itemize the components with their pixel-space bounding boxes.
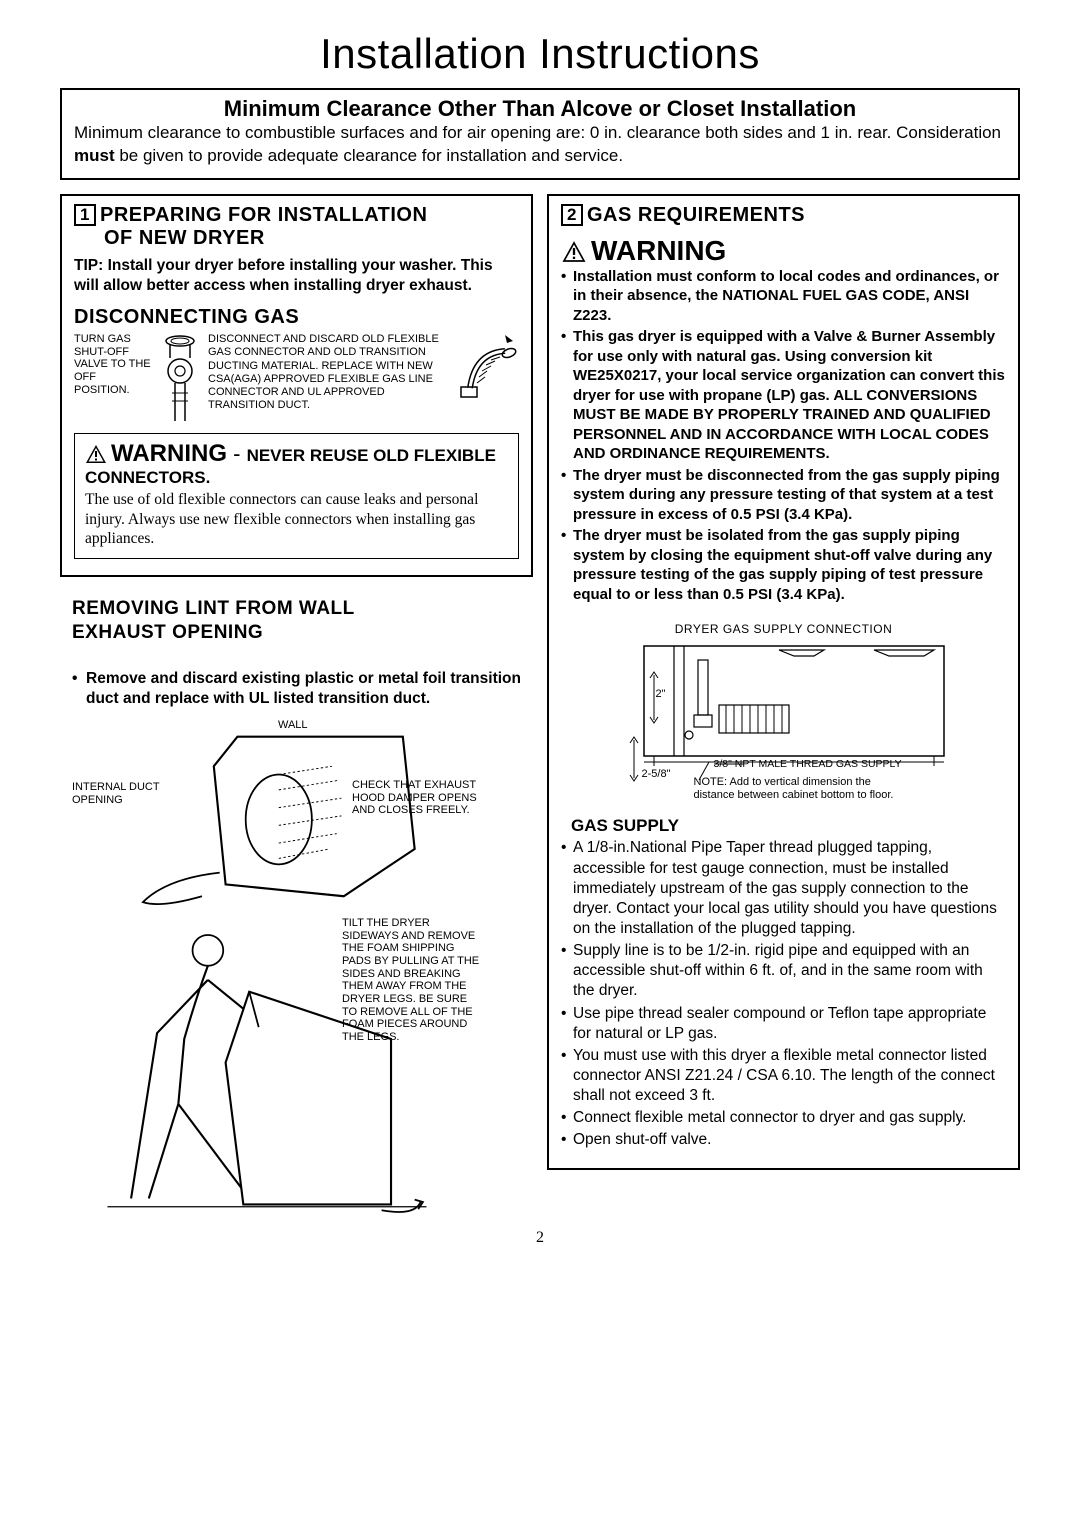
step1-box: 1PREPARING FOR INSTALLATION OF NEW DRYER…	[60, 194, 533, 577]
shutoff-valve-icon	[160, 333, 200, 423]
step1-number: 1	[74, 204, 96, 226]
gas-supply-heading: GAS SUPPLY	[571, 816, 1006, 836]
gas-item: You must use with this dryer a flexible …	[561, 1046, 1006, 1106]
lint-heading: REMOVING LINT FROM WALL EXHAUST OPENING	[72, 597, 533, 645]
clearance-bold: must	[74, 146, 115, 165]
warning-triangle-icon	[561, 240, 587, 263]
gsc-thread-label: 3/8" NPT MALE THREAD GAS SUPPLY	[714, 758, 902, 770]
warn-item: This gas dryer is equipped with a Valve …	[561, 327, 1006, 464]
gsc-diagram: 2" 2-5/8" 3/8" NPT MALE THREAD GAS SUPPL…	[614, 640, 954, 810]
warn-item: The dryer must be disconnected from the …	[561, 466, 1006, 525]
flex-connector-icon	[455, 333, 519, 403]
warning-triangle-icon	[85, 444, 107, 464]
step1-warn-word: WARNING	[111, 440, 227, 467]
step1-heading: 1PREPARING FOR INSTALLATION OF NEW DRYER	[74, 204, 519, 250]
step1-head-l1: PREPARING FOR INSTALLATION	[100, 204, 427, 226]
step1-warning-box: WARNING - NEVER REUSE OLD FLEXIBLE CONNE…	[74, 433, 519, 559]
right-column: 2GAS REQUIREMENTS WARNING Installation m…	[547, 194, 1020, 1189]
clearance-body: Minimum clearance to combustible surface…	[74, 122, 1006, 168]
step1-warn-header: WARNING - NEVER REUSE OLD FLEXIBLE CONNE…	[85, 440, 508, 488]
gsc-dim-258: 2-5/8"	[642, 768, 671, 781]
step2-heading: 2GAS REQUIREMENTS	[561, 204, 1006, 227]
warn-item: The dryer must be isolated from the gas …	[561, 526, 1006, 604]
two-column-layout: 1PREPARING FOR INSTALLATION OF NEW DRYER…	[60, 194, 1020, 1189]
wall-exhaust-icon	[72, 719, 521, 920]
clearance-section: Minimum Clearance Other Than Alcove or C…	[60, 88, 1020, 180]
step2-warn-word: WARNING	[591, 235, 726, 266]
gsc-note: NOTE: Add to vertical dimension the dist…	[694, 776, 894, 801]
step1-head-l2: OF NEW DRYER	[104, 227, 265, 249]
step1-tip: TIP: Install your dryer before installin…	[74, 256, 519, 296]
disc-row: TURN GAS SHUT-OFF VALVE TO THE OFF POSIT…	[74, 333, 519, 423]
step2-box: 2GAS REQUIREMENTS WARNING Installation m…	[547, 194, 1020, 1171]
tilt-illustration: TILT THE DRYER SIDEWAYS AND REMOVE THE F…	[72, 909, 521, 1189]
gas-item: Use pipe thread sealer compound or Teflo…	[561, 1004, 1006, 1044]
step2-warn-list: Installation must conform to local codes…	[561, 267, 1006, 605]
gas-item: Supply line is to be 1/2-in. rigid pipe …	[561, 941, 1006, 1001]
step2-head-text: GAS REQUIREMENTS	[587, 204, 805, 226]
left-column: 1PREPARING FOR INSTALLATION OF NEW DRYER…	[60, 194, 533, 1189]
clearance-after: be given to provide adequate clearance f…	[115, 146, 623, 165]
gas-item: Open shut-off valve.	[561, 1130, 1006, 1150]
step2-warning-title: WARNING	[561, 235, 1006, 267]
disc-gas-head: DISCONNECTING GAS	[74, 306, 519, 329]
step1-warn-body: The use of old flexible connectors can c…	[85, 490, 508, 548]
step2-number: 2	[561, 204, 583, 226]
lint-head-l2: EXHAUST OPENING	[72, 622, 263, 643]
disc-mid-text: DISCONNECT AND DISCARD OLD FLEXIBLE GAS …	[208, 333, 447, 412]
gas-item: Connect flexible metal connector to drye…	[561, 1108, 1006, 1128]
internal-duct-label: INTERNAL DUCT OPENING	[72, 781, 167, 806]
warn-item: Installation must conform to local codes…	[561, 267, 1006, 326]
lint-head-l1: REMOVING LINT FROM WALL	[72, 598, 355, 619]
lint-bullet: Remove and discard existing plastic or m…	[72, 669, 521, 709]
wall-label: WALL	[278, 719, 308, 732]
gsc-dim-2in: 2"	[656, 688, 666, 701]
check-exhaust-label: CHECK THAT EXHAUST HOOD DAMPER OPENS AND…	[352, 779, 482, 817]
gsc-title: DRYER GAS SUPPLY CONNECTION	[561, 622, 1006, 636]
duct-illustration: WALL INTERNAL DUCT OPENING CHECK THAT EX…	[72, 719, 521, 889]
step1-warn-dash: -	[227, 441, 247, 466]
gas-supply-list: A 1/8-in.National Pipe Taper thread plug…	[561, 838, 1006, 1150]
clearance-title: Minimum Clearance Other Than Alcove or C…	[74, 96, 1006, 122]
disc-left-text: TURN GAS SHUT-OFF VALVE TO THE OFF POSIT…	[74, 333, 152, 396]
gas-item: A 1/8-in.National Pipe Taper thread plug…	[561, 838, 1006, 939]
tilt-label: TILT THE DRYER SIDEWAYS AND REMOVE THE F…	[342, 917, 482, 1043]
page-title: Installation Instructions	[60, 30, 1020, 78]
clearance-before: Minimum clearance to combustible surface…	[74, 123, 1001, 142]
